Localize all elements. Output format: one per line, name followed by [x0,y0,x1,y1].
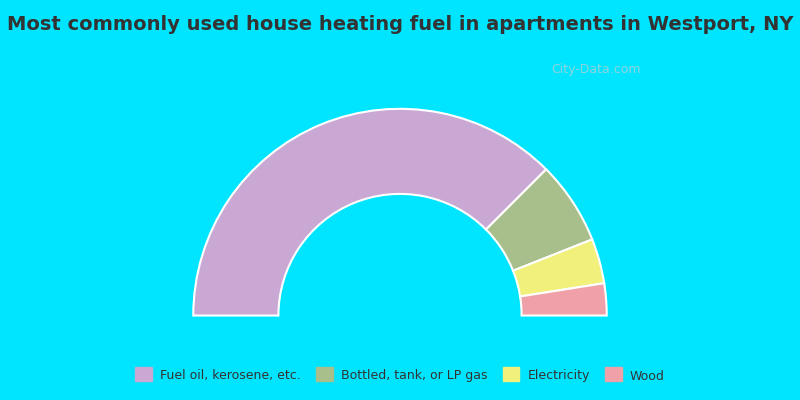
Wedge shape [520,283,606,316]
Wedge shape [513,240,604,296]
Legend: Fuel oil, kerosene, etc., Bottled, tank, or LP gas, Electricity, Wood: Fuel oil, kerosene, etc., Bottled, tank,… [129,363,671,389]
Text: City-Data.com: City-Data.com [551,63,641,76]
Wedge shape [486,169,592,271]
Text: Most commonly used house heating fuel in apartments in Westport, NY: Most commonly used house heating fuel in… [6,14,794,34]
Wedge shape [194,109,546,316]
